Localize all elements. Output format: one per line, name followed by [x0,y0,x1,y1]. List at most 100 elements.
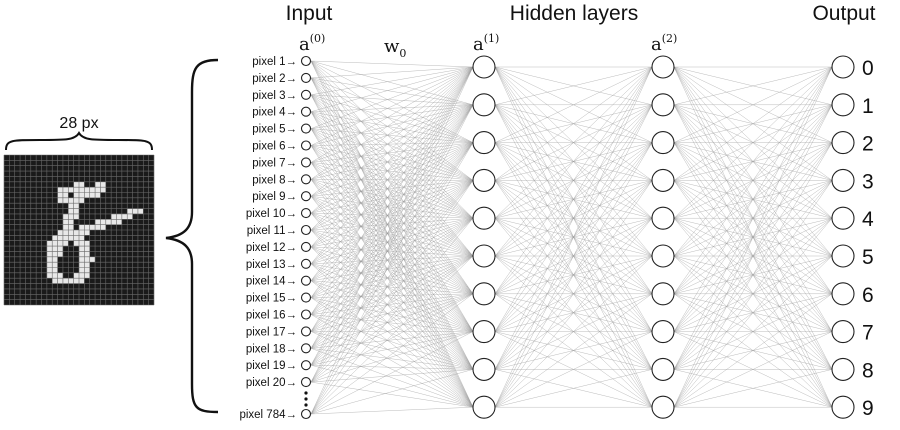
connection-edge [673,66,833,332]
connection-edge [673,369,833,408]
connection-edge [310,162,474,219]
output-header: Output [812,2,875,25]
input-pixel-label: pixel 12→ [246,242,297,254]
connection-edge [310,179,474,181]
digit-pixel-lit [84,256,90,263]
connection-edge [310,104,474,112]
digit-pixel-lit [137,208,144,214]
connection-edge [310,293,474,298]
connection-edge [310,293,474,366]
connection-edge [310,145,474,181]
connection-edge [310,66,474,366]
connection-edge [494,218,653,408]
input-header: Input [286,2,333,25]
connection-edge [673,180,833,408]
input-pixel-label: pixel 20→ [246,377,297,389]
connection-edge [310,162,474,332]
connection-edge [310,142,474,214]
digit-pixel-lit [68,224,74,230]
digit-pixel-lit [73,208,79,214]
connection-edge [310,145,474,408]
digit-pixel-lit [62,213,69,220]
digit-pixel-lit [95,192,101,198]
digit-pixel-lit [95,187,101,193]
connection-edge [310,94,474,332]
connection-edge [310,104,474,197]
digit-pixel-lit [73,192,79,198]
input-neuron [300,275,312,286]
hidden-neuron-layer-1 [472,55,496,79]
output-digit-label: 4 [862,208,874,231]
connection-edge [310,104,474,214]
connection-edge [310,66,474,180]
connection-edge [310,111,474,257]
connection-edge [310,104,474,315]
digit-pixel-lit [73,240,79,247]
digit-pixel-lit [79,246,85,252]
hidden-neuron-layer-1 [472,357,496,381]
connection-edge [310,331,474,383]
connection-edge [310,195,474,257]
connection-edge [310,66,474,298]
connection-edge [310,331,474,415]
digit-pixel-lit [79,267,85,273]
connection-edge [310,293,474,332]
connection-edge [310,331,474,408]
connection-edge [494,180,653,408]
connection-edge [310,212,474,370]
connection-edge [310,229,474,408]
digit-pixel-lit [84,262,90,268]
connection-edge [310,263,474,295]
connection-edge [310,128,474,332]
connection-edge [310,60,474,332]
layer-label-a1: a(1) [473,32,499,55]
connection-edge [310,218,474,366]
ellipsis-dot [304,397,308,401]
output-digit-label: 5 [862,246,874,269]
input-pixel-label: pixel 2→ [252,73,297,85]
hidden-layers-header: Hidden layers [510,2,638,25]
connection-edge [494,66,653,332]
digit-pixel-lit [111,213,117,220]
output-neuron [831,93,855,117]
digit-pixel-lit [73,272,79,279]
connection-edge [310,145,474,294]
digit-pixel-lit [52,262,58,268]
input-neuron [300,106,312,117]
connection-edge [310,104,474,146]
hidden-neuron-layer-2 [651,131,675,155]
connection-edge [310,77,474,181]
digit-pixel-lit [121,213,128,220]
digit-pixel-lit [62,192,69,198]
output-neuron [831,206,855,230]
connection-edge [310,60,474,370]
digit-pixel-lit [62,235,69,241]
digit-pixel-lit [52,251,58,257]
digit-pixel-lit [73,181,79,188]
connection-edge [310,104,474,264]
connection-edge [494,331,653,408]
digit-pixel-lit [57,246,63,252]
connection-edge [310,104,474,129]
input-pixel-label: pixel 10→ [246,208,297,220]
output-neuron [831,282,855,306]
connection-edge [310,60,474,408]
connection-edge [310,60,474,181]
input-pixel-label: pixel 9→ [252,191,297,203]
connection-edge [310,196,474,370]
connection-edge [310,66,474,415]
input-neuron [300,326,312,337]
connection-edge [310,104,474,298]
connection-edge [310,280,474,295]
network-edges [310,60,833,415]
digit-pixel-lit [62,230,69,236]
output-digit-label: 1 [862,95,874,118]
connection-edge [310,229,474,295]
output-digit-label: 3 [862,170,874,193]
connection-edge [310,111,474,294]
connection-edge [310,66,474,349]
output-digit-label: 0 [862,57,874,80]
hidden-neuron-layer-1 [472,93,496,117]
layer-label-a2: a(2) [651,32,677,55]
